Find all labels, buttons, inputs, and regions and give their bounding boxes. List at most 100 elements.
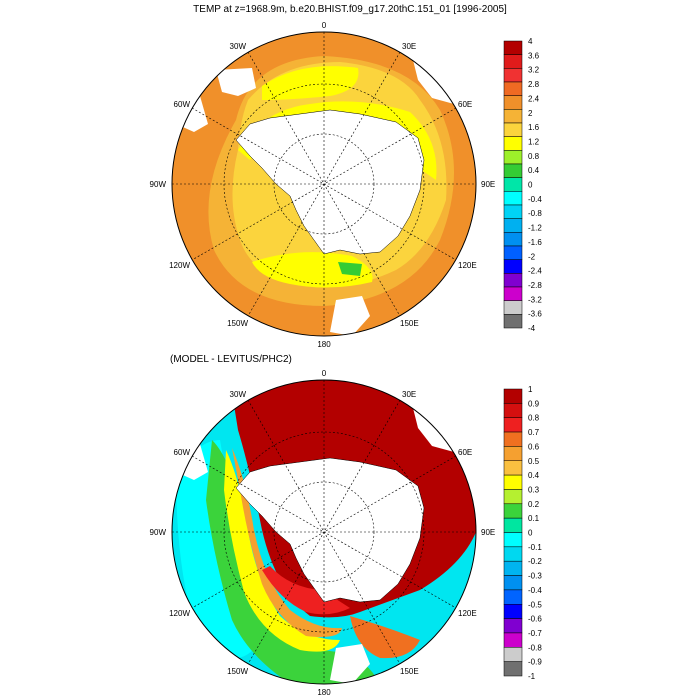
top-colorbar-swatch bbox=[503, 314, 523, 329]
top-colorbar-label: 0 bbox=[528, 181, 533, 190]
bottom-colorbar-swatch bbox=[503, 517, 523, 533]
top-colorbar-swatch bbox=[503, 109, 523, 124]
top-colorbar-swatch bbox=[503, 136, 523, 151]
bottom-panel-title: (MODEL - LEVITUS/PHC2) bbox=[170, 354, 292, 365]
top-panel-title: TEMP at z=1968.9m, b.e20.BHIST.f09_g17.2… bbox=[193, 4, 507, 15]
top-colorbar-label: 0.4 bbox=[528, 166, 540, 175]
bottom-colorbar-swatch bbox=[503, 647, 523, 662]
bottom-lon-label: 180 bbox=[317, 688, 331, 697]
top-lon-label: 120W bbox=[169, 261, 190, 270]
bottom-colorbar-label: -0.7 bbox=[528, 629, 542, 638]
bottom-green-band bbox=[206, 440, 380, 684]
bottom-lon-label: 0 bbox=[322, 369, 327, 378]
bottom-colorbar-label: -0.4 bbox=[528, 586, 542, 595]
top-colorbar-label: 2.8 bbox=[528, 80, 540, 89]
top-colorbar-swatch bbox=[503, 68, 523, 83]
bottom-colorbar-label: 0.3 bbox=[528, 485, 540, 494]
bottom-colorbar-label: -0.2 bbox=[528, 557, 542, 566]
bottom-colorbar-label: 0.6 bbox=[528, 442, 540, 451]
top-colorbar: 4 3.6 3.2 2.8 2.4 2 1.6 1.2 0.8 0.4 0 -0.4 -0.8 -1.2 -… bbox=[503, 37, 542, 333]
top-lon-label: 60W bbox=[174, 100, 191, 109]
bottom-graticule bbox=[172, 380, 476, 684]
bottom-lon-label: 30W bbox=[230, 390, 247, 399]
bottom-yellow-band bbox=[224, 450, 340, 652]
top-lon-label: 180 bbox=[317, 340, 331, 349]
top-colorbar-label: -4 bbox=[528, 324, 536, 333]
top-colorbar-label: 3.6 bbox=[528, 51, 540, 60]
bottom-colorbar-swatch bbox=[503, 589, 523, 605]
top-colorbar-swatch bbox=[503, 81, 523, 96]
bottom-lon-label: 60E bbox=[458, 448, 472, 457]
bottom-orange-band bbox=[232, 448, 342, 637]
top-colorbar-label: 1.6 bbox=[528, 123, 540, 132]
bottom-colorbar-label: -0.9 bbox=[528, 658, 542, 667]
top-lon-label: 150W bbox=[227, 319, 248, 328]
bottom-lon-label: 90E bbox=[481, 528, 495, 537]
bottom-colorbar-label: 0.1 bbox=[528, 514, 540, 523]
top-colorbar-swatch bbox=[503, 54, 523, 69]
bottom-colorbar-swatch bbox=[503, 460, 523, 476]
bottom-colorbar-label: 0.2 bbox=[528, 500, 540, 509]
top-colorbar-label: 2.4 bbox=[528, 94, 540, 103]
top-antarctica bbox=[235, 109, 425, 255]
bottom-map-border bbox=[171, 379, 477, 685]
top-colorbar-swatch bbox=[503, 150, 523, 165]
top-colorbar-label: 4 bbox=[528, 37, 533, 46]
bottom-colorbar-label: 0.4 bbox=[528, 471, 540, 480]
bottom-lon-label: 90W bbox=[150, 528, 167, 537]
top-graticule bbox=[172, 32, 476, 336]
bottom-colorbar-swatch bbox=[503, 618, 523, 634]
top-colorbar-swatch bbox=[503, 191, 523, 206]
bottom-lon-label: 150E bbox=[400, 667, 419, 676]
top-map: 0 30E 60E 90E 120E 150E 180 150W 120W 90… bbox=[150, 21, 496, 349]
bottom-lon-label: 150W bbox=[227, 667, 248, 676]
top-colorbar-label: -2.8 bbox=[528, 281, 542, 290]
top-colorbar-swatch bbox=[503, 286, 523, 301]
bottom-colorbar: 1 0.9 0.8 0.7 0.6 0.5 0.4 0.3 0.2 0.1 0 -0.1 -0.2 -0.… bbox=[503, 385, 542, 681]
bottom-map: 0 30E 60E 90E 120E 150E 180 150W 120W 90… bbox=[150, 369, 496, 697]
top-lon-label: 30W bbox=[230, 42, 247, 51]
top-colorbar-swatch bbox=[503, 177, 523, 192]
bottom-mask-s bbox=[330, 644, 370, 684]
bottom-colorbar-label: -0.3 bbox=[528, 572, 542, 581]
bottom-colorbar-label: 0.5 bbox=[528, 457, 540, 466]
top-lon-label: 90E bbox=[481, 180, 495, 189]
bottom-colorbar-label: 0.8 bbox=[528, 414, 540, 423]
bottom-lon-label: 30E bbox=[402, 390, 416, 399]
top-colorbar-swatch bbox=[503, 232, 523, 247]
bottom-colorbar-swatch bbox=[503, 604, 523, 619]
top-colorbar-label: -1.6 bbox=[528, 238, 542, 247]
top-colorbar-swatch bbox=[503, 204, 523, 219]
bottom-colorbar-swatch bbox=[503, 431, 523, 447]
top-lon-label: 60E bbox=[458, 100, 472, 109]
bottom-colorbar-swatch bbox=[503, 403, 523, 418]
bottom-lon-label: 120W bbox=[169, 609, 190, 618]
bottom-colorbar-label: -0.8 bbox=[528, 643, 542, 652]
top-colorbar-label: -2 bbox=[528, 252, 536, 261]
top-colorbar-label: 0.8 bbox=[528, 152, 540, 161]
bottom-colorbar-swatch bbox=[503, 575, 523, 591]
top-band-yellow-south bbox=[252, 252, 373, 288]
top-colorbar-label: -0.8 bbox=[528, 209, 542, 218]
top-lon-label: 90W bbox=[150, 180, 167, 189]
bottom-colorbar-label: 1 bbox=[528, 385, 533, 394]
bottom-colorbar-swatch bbox=[503, 446, 523, 461]
bottom-colorbar-swatch bbox=[503, 546, 523, 562]
top-colorbar-swatch bbox=[503, 122, 523, 137]
bottom-colorbar-label: 0 bbox=[528, 529, 533, 538]
top-mask-nw bbox=[216, 68, 256, 96]
top-colorbar-label: -1.2 bbox=[528, 224, 542, 233]
top-colorbar-swatch bbox=[503, 273, 523, 288]
top-colorbar-swatch bbox=[503, 300, 523, 315]
top-map-border bbox=[171, 31, 477, 337]
top-colorbar-swatch bbox=[503, 259, 523, 274]
top-colorbar-label: 3.2 bbox=[528, 66, 540, 75]
bottom-colorbar-swatch bbox=[503, 661, 523, 677]
top-lon-label: 30E bbox=[402, 42, 416, 51]
top-mask-s bbox=[330, 296, 370, 336]
top-band-yellow-north bbox=[262, 66, 359, 100]
bottom-red-region bbox=[262, 566, 350, 615]
bottom-colorbar-label: 0.9 bbox=[528, 399, 540, 408]
top-colorbar-label: 1.2 bbox=[528, 137, 540, 146]
